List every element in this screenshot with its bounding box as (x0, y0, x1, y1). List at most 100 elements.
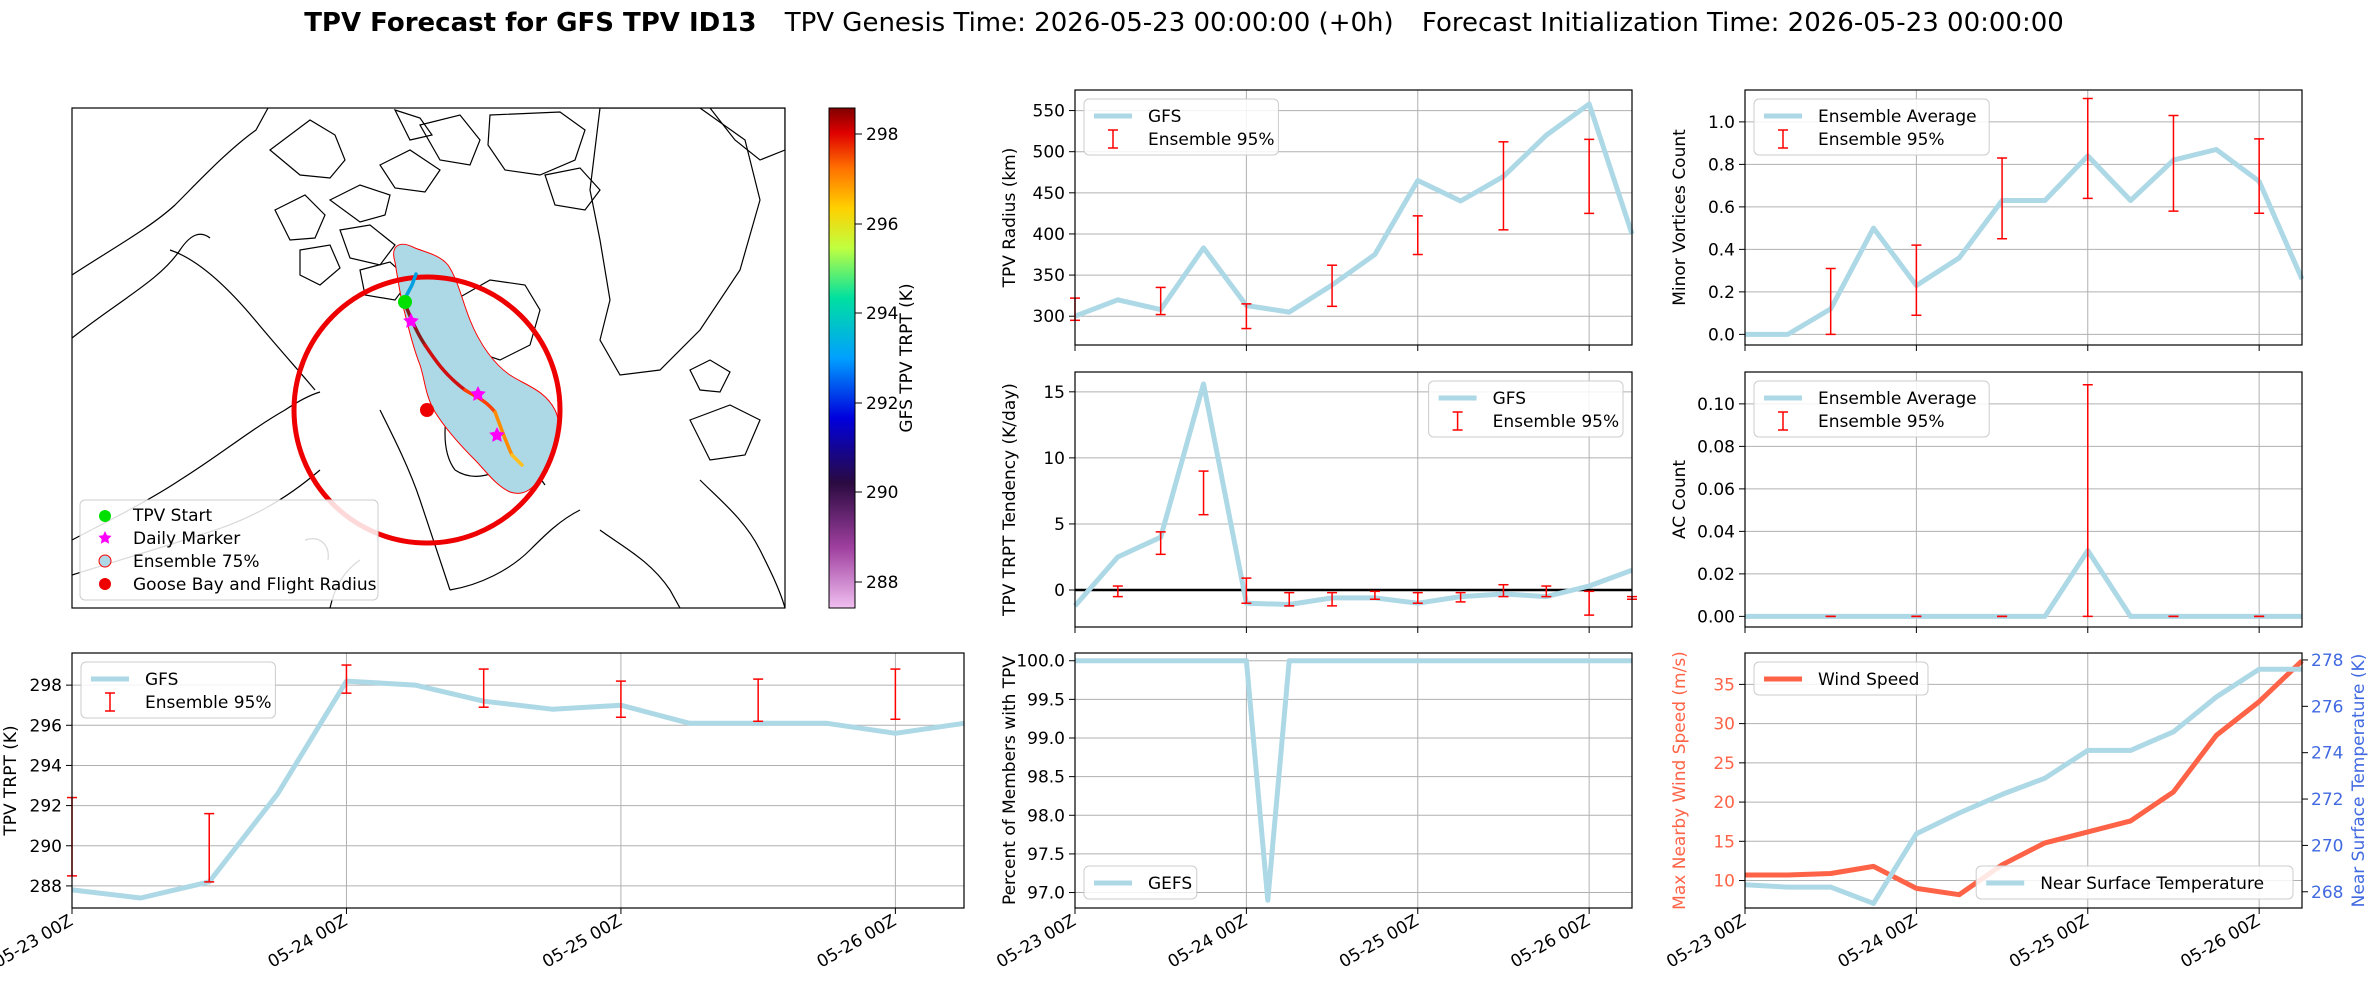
ac-ytick-label: 0.06 (1697, 480, 1735, 500)
percent-xtick-label: 05-24 00Z (1165, 911, 1251, 972)
wind-xtick-label: 05-24 00Z (1835, 911, 1921, 972)
wind-ylabel: Max Nearby Wind Speed (m/s) (1670, 651, 1690, 910)
legend-goose-bay-icon (99, 578, 111, 590)
percent-ytick-label: 97.0 (1027, 884, 1065, 904)
ac-ytick-label: 0.08 (1697, 437, 1735, 457)
radius-ytick-label: 450 (1033, 184, 1065, 204)
wind-ytick-right-label: 268 (2311, 883, 2343, 903)
percent-ytick-label: 98.5 (1027, 768, 1065, 788)
colorbar-tick-label: 288 (866, 573, 898, 593)
wind-ylabel-right: Near Surface Temperature (K) (2349, 654, 2368, 908)
percent-ytick-label: 97.5 (1027, 845, 1065, 865)
percent-ylabel: Percent of Members with TPV (1000, 656, 1020, 905)
trpt-legend: GFS Ensemble 95% (80, 661, 276, 719)
minor-legend-entry-label: Ensemble 95% (1818, 130, 1945, 150)
colorbar-tick-label: 294 (866, 304, 898, 324)
daily-markers (403, 313, 505, 442)
wind-ytick-right-label: 276 (2311, 697, 2343, 717)
percent-legend: GEFS (1083, 865, 1198, 900)
colorbar-ticks: 298 296 294 292 290 288 (855, 125, 898, 593)
percent-frame (1074, 652, 1633, 909)
wind-series-line (1745, 658, 2304, 898)
trpt-frame (71, 652, 965, 909)
minor-ytick-label: 0.4 (1708, 240, 1735, 260)
tendency-legend-entry-label: GFS (1493, 389, 1526, 409)
wind-left-legend-frame (1753, 661, 1929, 696)
radius-frame (1074, 89, 1633, 346)
legend-daily-marker-icon (98, 531, 112, 544)
wind-xtick-label: 05-26 00Z (2177, 911, 2263, 972)
ac-frame (1744, 371, 2303, 628)
wind-ytick-right-label: 278 (2311, 651, 2343, 671)
percent-xtick-label: 05-25 00Z (1336, 911, 1422, 972)
colorbar-tick-label: 298 (866, 125, 898, 145)
ac-ytick-label: 0.10 (1697, 395, 1735, 415)
minor-frame (1744, 89, 2303, 346)
percent-ytick-label: 99.5 (1027, 690, 1065, 710)
wind-ytick-label: 10 (1713, 872, 1735, 892)
minor-legend: Ensemble Average Ensemble 95% (1753, 98, 1990, 156)
percent-ytick-label: 100.0 (1016, 652, 1065, 672)
radius-ytick-label: 550 (1033, 102, 1065, 122)
radius-ytick-label: 500 (1033, 143, 1065, 163)
wind-xtick-label: 05-23 00Z (1663, 911, 1749, 972)
radius-series-line (1074, 101, 1635, 319)
trpt-legend-entry-label: Ensemble 95% (145, 693, 272, 713)
figure-title: TPV Forecast for GFS TPV ID13 TPV Genesi… (0, 8, 2368, 38)
tendency-ytick-label: 0 (1054, 581, 1065, 601)
minor-ytick-label: 1.0 (1708, 113, 1735, 133)
trpt-xtick-label: 05-23 00Z (0, 911, 77, 972)
ac-ylabel: AC Count (1670, 460, 1690, 539)
tendency-legend-entry-label: Ensemble 95% (1493, 412, 1620, 432)
wind-ytick-label: 30 (1713, 715, 1735, 735)
wind-ytick-label: 15 (1713, 832, 1735, 852)
trpt-legend-frame (80, 661, 276, 719)
legend-label-goose-bay: Goose Bay and Flight Radius (133, 575, 377, 595)
minor-ytick-label: 0.6 (1708, 198, 1735, 218)
wind-left-legend-entry-label: Wind Speed (1818, 670, 1919, 690)
ac-legend-entry-label: Ensemble Average (1818, 389, 1977, 409)
trpt-ytick-label: 288 (30, 877, 62, 897)
wind-xtick-label: 05-25 00Z (2006, 911, 2092, 972)
trpt-ytick-label: 290 (30, 837, 62, 857)
trpt-xtick-label: 05-25 00Z (539, 911, 625, 972)
radius-legend: GFS Ensemble 95% (1083, 98, 1279, 156)
minor-ytick-label: 0.0 (1708, 325, 1735, 345)
colorbar-tick-label: 290 (866, 483, 898, 503)
radius-legend-entry-label: Ensemble 95% (1148, 130, 1275, 150)
tendency-ytick-label: 5 (1054, 515, 1065, 535)
legend-ensemble-icon (98, 554, 112, 568)
ac-ytick-label: 0.00 (1697, 607, 1735, 627)
trpt-ytick-label: 296 (30, 716, 62, 736)
radius-ylabel: TPV Radius (km) (1000, 148, 1020, 289)
minor-ytick-label: 0.8 (1708, 155, 1735, 175)
colorbar-tick-label: 296 (866, 215, 898, 235)
wind-frame (1744, 652, 2303, 909)
tendency-ylabel: TPV TRPT Tendency (K/day) (1000, 383, 1020, 617)
percent-series-line (1075, 658, 1632, 903)
colorbar: 298 296 294 292 290 288 GFS TPV TRPT (K) (828, 107, 917, 609)
radius-legend-entry-label: GFS (1148, 107, 1181, 127)
figure-title-main: TPV Forecast for GFS TPV ID13 (304, 8, 757, 38)
trpt-legend-entry-label: GFS (145, 670, 178, 690)
trpt-ytick-label: 294 (30, 756, 62, 776)
minor-ytick-label: 0.2 (1708, 283, 1735, 303)
radius-ytick-label: 400 (1033, 225, 1065, 245)
tendency-series-line (1073, 381, 1633, 608)
ac-legend-entry-label: Ensemble 95% (1818, 412, 1945, 432)
wind-ytick-right-label: 274 (2311, 744, 2343, 764)
map-frame (71, 107, 786, 609)
radius-ytick-label: 350 (1033, 266, 1065, 286)
wind-ytick-right-label: 272 (2311, 790, 2343, 810)
percent-legend-entry-label: GEFS (1148, 874, 1192, 894)
wind-ytick-right-label: 270 (2311, 836, 2343, 856)
figure-title-genesis: TPV Genesis Time: 2026-05-23 00:00:00 (+… (784, 8, 1394, 38)
tendency-ytick-label: 10 (1043, 449, 1065, 469)
wind-chart: 10 15 20 25 30 35 05-23 00Z 05-24 00Z 05-25 00Z 0… (1663, 651, 2368, 972)
trpt-xtick-label: 05-24 00Z (265, 911, 351, 972)
tendency-chart: 0 5 10 15 TPV TRPT Tendency (K/day) (1000, 371, 1637, 633)
wind-left-legend: Wind Speed (1753, 661, 1929, 696)
percent-ytick-label: 98.0 (1027, 806, 1065, 826)
trpt-ytick-label: 292 (30, 797, 62, 817)
